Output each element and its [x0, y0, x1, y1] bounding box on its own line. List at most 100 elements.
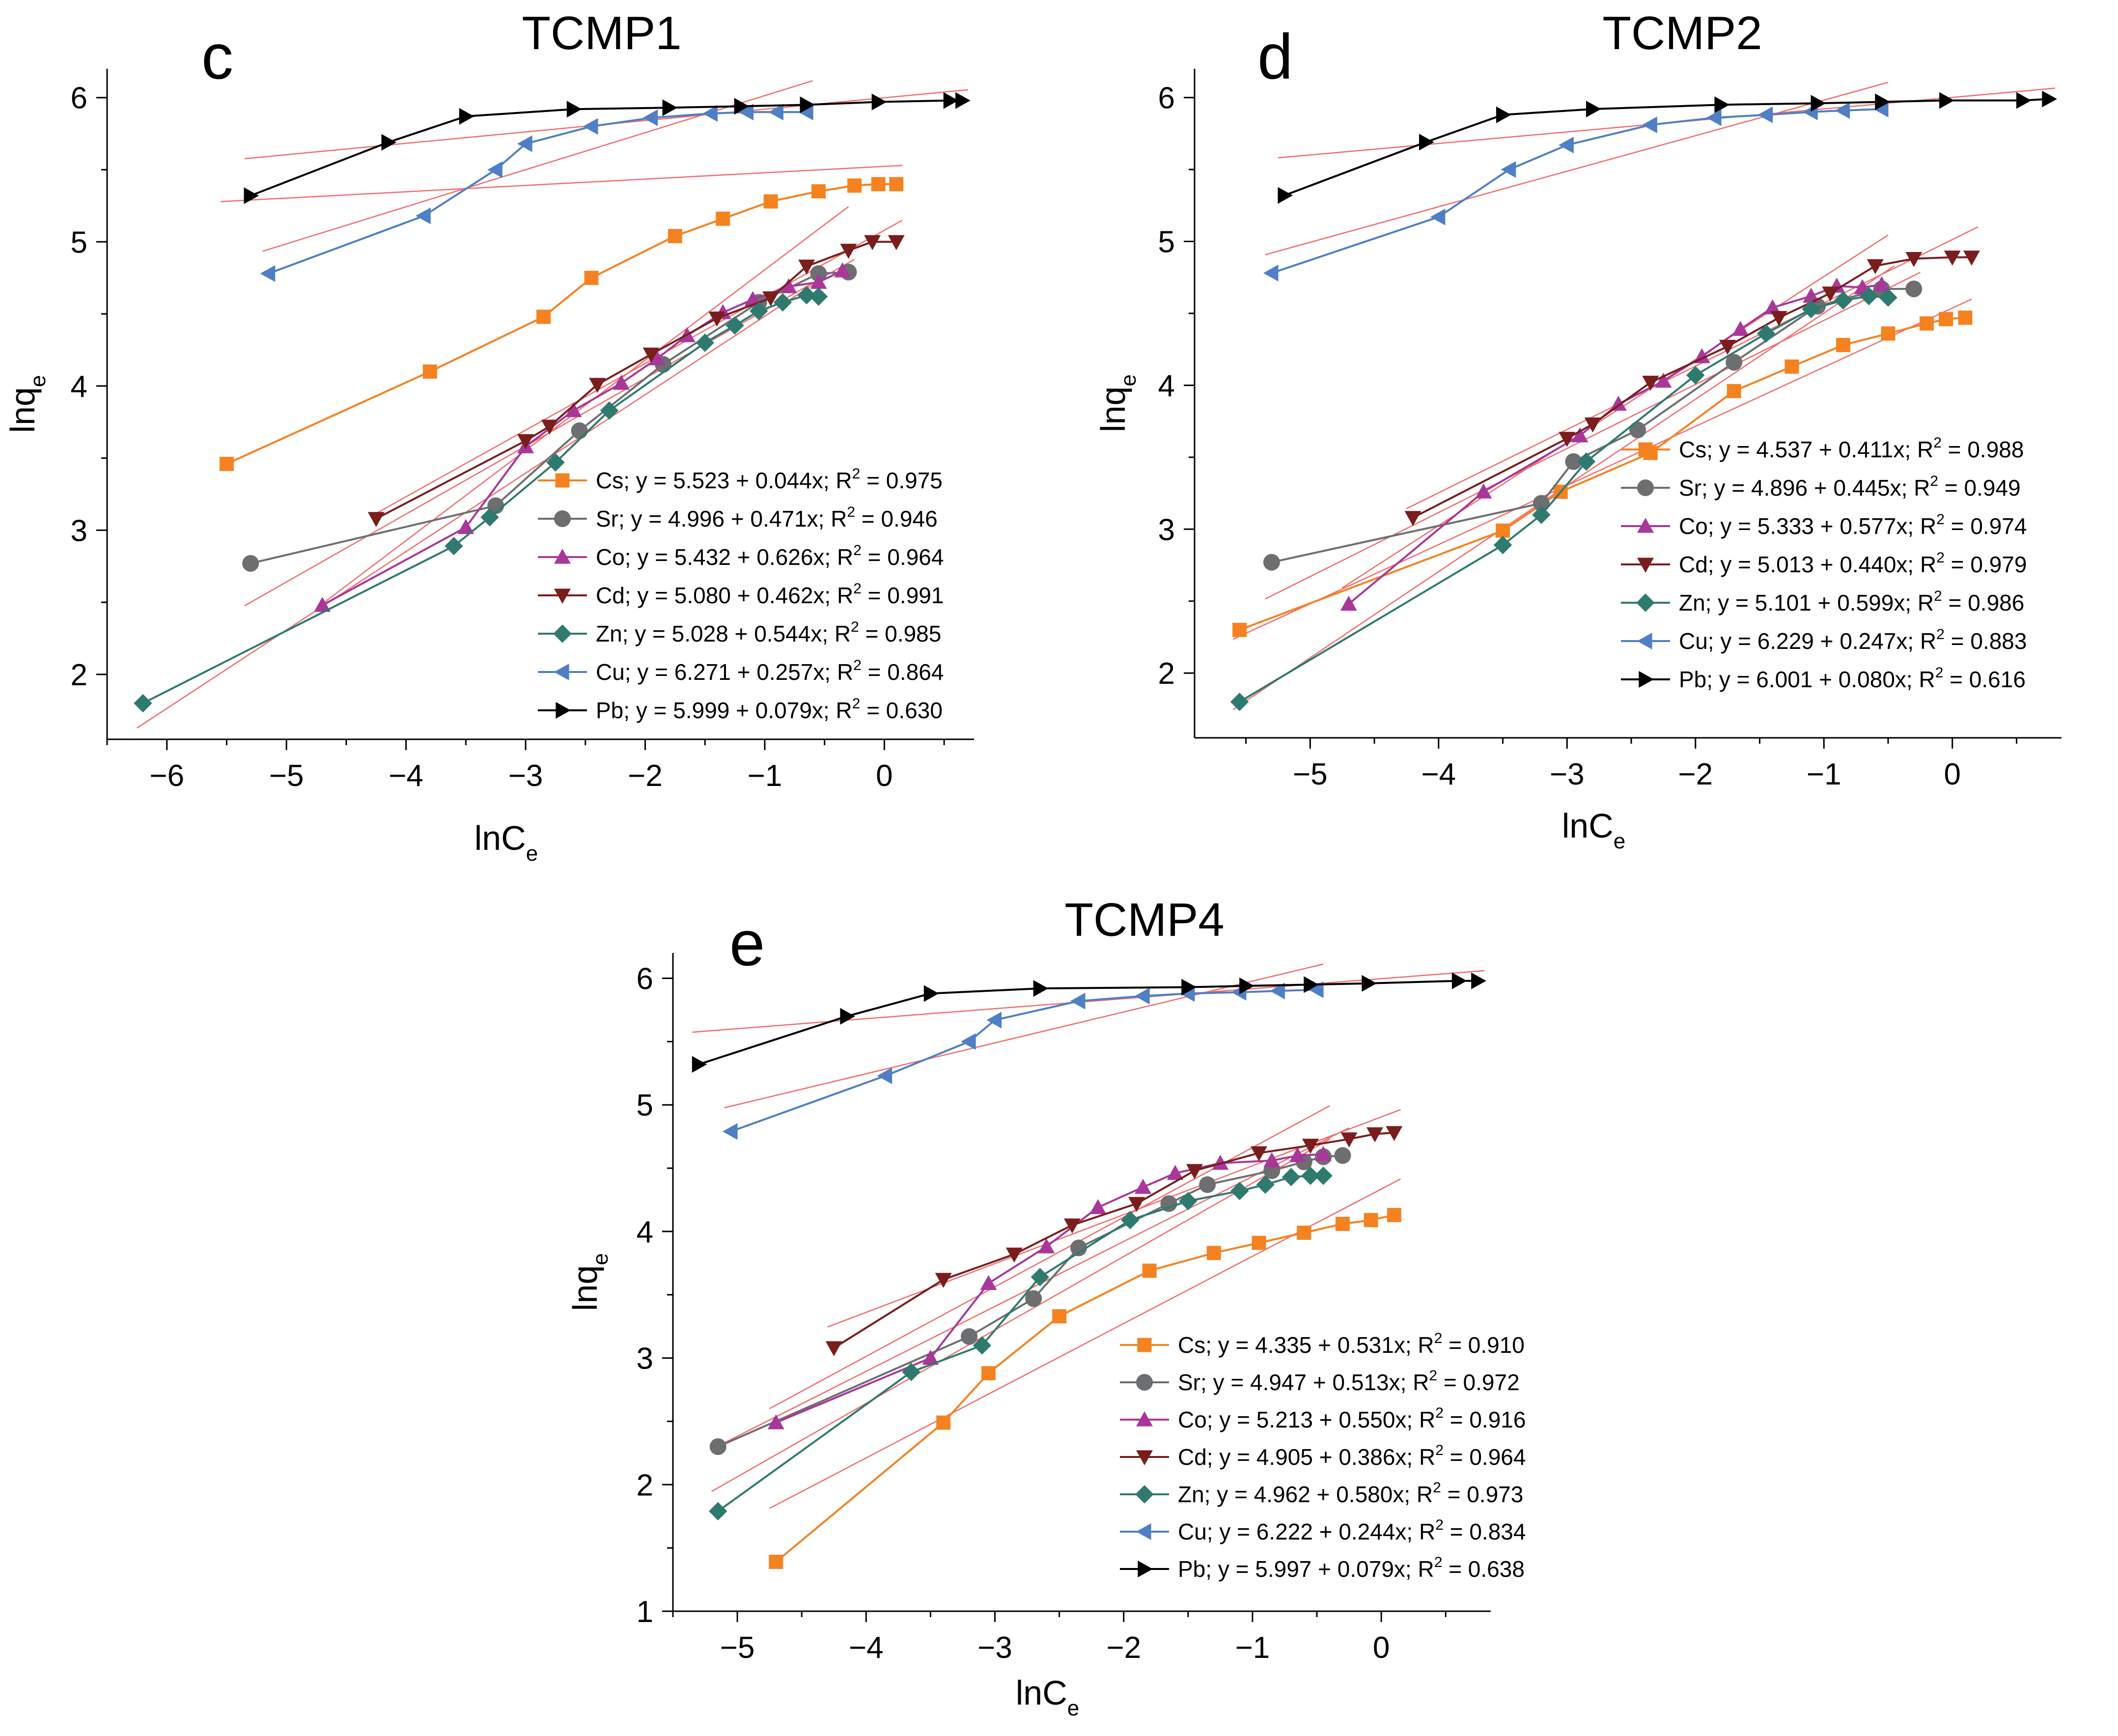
data-point-pb [459, 108, 474, 125]
data-point-cd [517, 434, 534, 449]
data-point-sr [1533, 495, 1550, 512]
data-point-cu [1430, 208, 1446, 225]
data-point-cd [1366, 1127, 1384, 1143]
fit-line-cs [1232, 298, 1972, 640]
data-point-cu [738, 104, 754, 121]
data-point-zn [1230, 693, 1249, 711]
data-point-cs [1496, 523, 1510, 538]
data-point-cu [642, 109, 658, 126]
data-point-cd [888, 235, 905, 251]
data-point-zn [445, 536, 463, 556]
data-point-pb [1419, 134, 1434, 151]
data-point-sr [810, 265, 827, 282]
data-point-pb [734, 98, 750, 115]
data-point-cd [1770, 311, 1787, 326]
legend-marker-cu [554, 664, 569, 680]
y-tick-label: 3 [71, 514, 87, 548]
data-point-co [1167, 1165, 1184, 1180]
data-point-zn [1860, 287, 1878, 306]
data-point-zn [134, 694, 152, 713]
y-tick-label: 3 [1158, 513, 1175, 547]
data-point-zn [600, 401, 619, 420]
fit-line-cu [1265, 82, 1889, 255]
series-cd [825, 1126, 1403, 1356]
data-point-pb [943, 92, 959, 109]
x-tick-label: −5 [720, 1631, 755, 1665]
data-point-zn [725, 316, 744, 335]
legend-marker-zn [1636, 593, 1655, 612]
series-cs [219, 177, 904, 471]
panel-letter: e [729, 907, 765, 979]
data-point-co [767, 1414, 784, 1429]
data-point-zn [1230, 1181, 1249, 1201]
data-point-co [1873, 276, 1890, 291]
y-tick-label: 4 [637, 1215, 653, 1249]
data-point-cs [1336, 1217, 1350, 1231]
data-point-pb [800, 96, 815, 113]
fit-line-cu [724, 963, 1324, 1109]
chart-panel-e: TCMP4 e −5 −4 −3 −2 −1 0 1 2 3 4 5 6 lnCe lnqe Cs; y = 4… [566, 894, 1526, 1720]
data-point-co [565, 402, 582, 418]
data-point-pb [1875, 93, 1890, 111]
data-point-cd [1386, 1126, 1403, 1141]
data-point-zn [1686, 366, 1705, 385]
legend-entry-cu: Cu; y = 6.229 + 0.247x; R2 = 0.883 [1679, 626, 2027, 654]
y-tick-label: 5 [637, 1089, 653, 1122]
data-point-cd [1404, 511, 1421, 526]
data-point-cu [1270, 982, 1285, 1000]
data-point-cu [1835, 102, 1850, 119]
data-point-cu [487, 161, 502, 178]
data-point-sr [1629, 421, 1646, 439]
legend-marker-sr [554, 510, 571, 527]
x-tick-label: −5 [1293, 757, 1328, 791]
data-point-cu [702, 105, 718, 122]
data-point-sr [571, 422, 588, 439]
data-point-co [922, 1349, 939, 1365]
data-point-cd [1867, 259, 1884, 275]
data-point-pb [662, 99, 678, 116]
data-point-cs [1232, 622, 1247, 637]
legend-entry-cs: Cs; y = 4.537 + 0.411x; R2 = 0.988 [1679, 435, 2024, 462]
data-point-cd [935, 1273, 952, 1288]
legend-marker-zn [1135, 1485, 1154, 1504]
data-point-co [1038, 1238, 1055, 1254]
data-point-pb [1586, 101, 1601, 118]
data-point-co [1340, 595, 1357, 611]
y-axis-label-sub: e [1116, 374, 1141, 386]
series-zn [709, 1166, 1333, 1521]
data-point-cs [1939, 312, 1953, 327]
data-point-sr [1263, 554, 1280, 571]
x-axis-label-sub: e [526, 841, 538, 866]
data-point-cd [1642, 375, 1659, 391]
data-point-zn [696, 334, 714, 352]
legend-marker-pb [1138, 1561, 1153, 1577]
data-point-pb [244, 187, 259, 204]
x-tick-label: −4 [1421, 757, 1456, 791]
series-line-cs [1239, 316, 1966, 631]
data-point-zn [750, 302, 768, 320]
data-point-co [1315, 1146, 1332, 1161]
data-point-pb [2016, 92, 2032, 109]
fit-line-cd [1406, 226, 1979, 509]
data-point-cs [1919, 316, 1934, 331]
legend-marker-sr [1637, 479, 1654, 496]
chart-panel-d: TCMP2 d −5 −4 −3 −2 −1 0 2 3 4 5 6 lnCe lnqe Cs; y = 4.… [1094, 7, 2062, 853]
data-point-pb [381, 134, 397, 151]
chart-title: TCMP2 [1602, 7, 1762, 59]
data-point-co [1089, 1199, 1107, 1214]
series-zn [134, 286, 828, 713]
data-point-pb [1939, 92, 1954, 109]
data-point-zn [1834, 291, 1853, 310]
data-point-sr [1905, 280, 1923, 298]
data-point-cd [840, 244, 857, 259]
legend-entry-pb: Pb; y = 5.999 + 0.079x; R2 = 0.630 [596, 696, 943, 723]
series-line-cu [730, 988, 1317, 1133]
series-line-cu [268, 111, 807, 275]
legend-marker-sr [1136, 1374, 1153, 1391]
x-tick-label: −2 [1678, 757, 1713, 791]
data-point-cs [1142, 1263, 1157, 1278]
data-point-cs [219, 456, 234, 471]
series-sr [709, 1147, 1351, 1455]
series-co [767, 1146, 1332, 1429]
